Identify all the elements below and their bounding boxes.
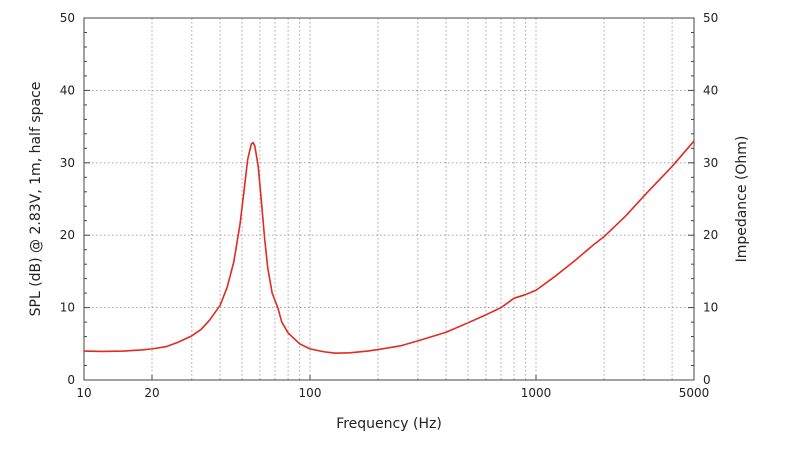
y-left-tick-label: 40 xyxy=(60,83,75,97)
y-right-tick-label: 10 xyxy=(703,301,718,315)
grid xyxy=(84,18,694,380)
series xyxy=(83,140,695,355)
x-axis-title: Frequency (Hz) xyxy=(336,416,442,432)
x-tick-label: 10 xyxy=(76,386,91,400)
x-tick-label: 20 xyxy=(144,386,159,400)
y-left-tick-label: 50 xyxy=(60,11,75,25)
y-right-tick-label: 20 xyxy=(703,228,718,242)
y-left-tick-label: 10 xyxy=(60,301,75,315)
x-tick-label: 5000 xyxy=(679,386,710,400)
plot-frame xyxy=(83,17,695,381)
plot-area xyxy=(84,18,694,380)
y-axis-left-title: SPL (dB) @ 2.83V, 1m, half space xyxy=(28,82,44,317)
x-tick-label: 100 xyxy=(299,386,322,400)
y-right-tick-label: 0 xyxy=(703,373,711,387)
y-left-tick-label: 0 xyxy=(67,373,75,387)
impedance-curve xyxy=(83,140,695,355)
y-axis-right-title: Impedance (Ohm) xyxy=(734,136,750,263)
y-right-tick-label: 30 xyxy=(703,156,718,170)
y-right-tick-label: 40 xyxy=(703,83,718,97)
y-left-tick-label: 30 xyxy=(60,156,75,170)
y-left-tick-label: 20 xyxy=(60,228,75,242)
y-right-tick-label: 50 xyxy=(703,11,718,25)
x-tick-label: 1000 xyxy=(521,386,552,400)
